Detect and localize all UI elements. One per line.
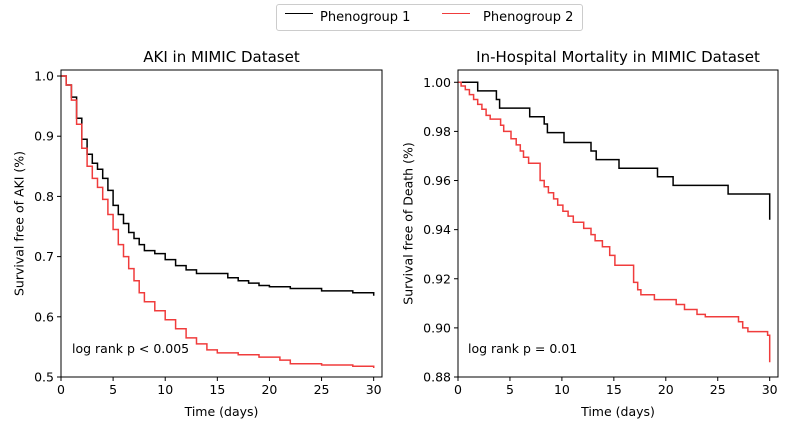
mortality-y-tick-label: 0.90 [423,320,451,335]
mortality-x-tick-label: 25 [710,382,726,397]
aki-y-tick-label: 1.0 [34,69,54,84]
aki-log-rank-annotation: log rank p < 0.005 [72,341,189,356]
mortality-y-tick-label: 0.92 [423,271,451,286]
chart-aki: 0 5 10 15 20 25 30 0.5 0.6 0.7 0.8 0.9 1.0 AKI in MIM… [12,48,383,419]
mortality-x-tick-label: 30 [762,382,778,397]
aki-x-tick-label: 5 [109,382,117,397]
aki-axes-frame [60,69,383,378]
mortality-series-line-1 [458,81,771,220]
mortality-y-tick-label: 0.96 [423,173,451,188]
mortality-y-axis-label: Survival free of Death (%) [401,142,416,304]
aki-y-tick-label: 0.8 [34,189,54,204]
mortality-y-tick-label: 0.98 [423,124,451,139]
mortality-y-tick-label: 0.88 [423,370,451,385]
aki-series-line-2 [61,75,375,368]
mortality-axes-frame [457,69,779,378]
aki-chart-title: AKI in MIMIC Dataset [143,48,300,66]
mortality-series-line-2 [458,81,771,363]
legend-label-phenogroup-1: Phenogroup 1 [320,10,411,25]
aki-y-tick-label: 0.5 [34,370,54,385]
aki-y-axis-label: Survival free of AKI (%) [12,151,27,296]
aki-y-tick-label: 0.6 [34,309,54,324]
legend-swatch-phenogroup-1 [285,13,313,14]
legend: Phenogroup 1 Phenogroup 2 [276,4,583,31]
mortality-x-tick-label: 20 [658,382,674,397]
mortality-log-rank-annotation: log rank p = 0.01 [468,341,577,356]
mortality-y-tick-label: 1.00 [423,75,451,90]
legend-swatch-phenogroup-2 [442,13,470,14]
mortality-y-tick-label: 0.94 [423,222,451,237]
aki-x-tick-label: 15 [209,382,225,397]
aki-series-line-1 [61,75,375,296]
aki-x-tick-label: 10 [157,382,173,397]
aki-x-tick-label: 30 [366,382,382,397]
legend-label-phenogroup-2: Phenogroup 2 [483,10,574,25]
mortality-x-tick-label: 0 [454,382,462,397]
aki-x-axis-label: Time (days) [184,404,259,419]
mortality-chart-title: In-Hospital Mortality in MIMIC Dataset [476,48,760,66]
aki-y-tick-label: 0.7 [34,249,54,264]
mortality-x-tick-label: 10 [554,382,570,397]
aki-x-tick-label: 0 [57,382,65,397]
aki-y-tick-label: 0.9 [34,129,54,144]
mortality-x-axis-label: Time (days) [580,404,655,419]
aki-x-tick-label: 25 [314,382,330,397]
chart-mortality: 0 5 10 15 20 25 30 0.88 0.90 0.92 0.94 0.96 0.98 1.00… [401,48,779,419]
mortality-x-tick-label: 5 [506,382,514,397]
mortality-x-tick-label: 15 [606,382,622,397]
aki-x-tick-label: 20 [261,382,277,397]
